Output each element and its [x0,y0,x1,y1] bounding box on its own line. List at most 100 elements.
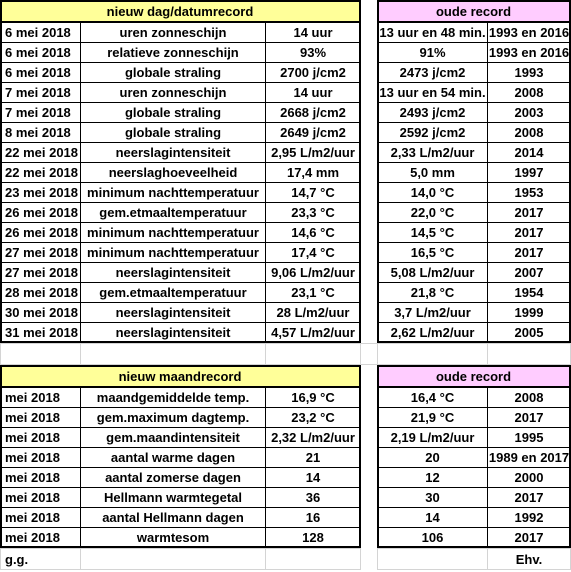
empty-cell [377,343,488,365]
new-value: 23,3 °C [265,202,361,223]
date: 6 mei 2018 [0,42,81,63]
old-year: 2017 [487,527,571,548]
parameter: gem.etmaaltemperatuur [80,202,266,223]
parameter: minimum nachttemperatuur [80,222,266,243]
parameter: neerslagintensiteit [80,302,266,323]
date: 26 mei 2018 [0,222,81,243]
new-value: 21 [265,447,361,468]
parameter: minimum nachttemperatuur [80,242,266,263]
date: mei 2018 [0,487,81,508]
old-value: 2,19 L/m2/uur [377,427,488,448]
date: 28 mei 2018 [0,282,81,303]
parameter: aantal warme dagen [80,447,266,468]
old-value: 2,33 L/m2/uur [377,142,488,163]
empty-cell [377,548,488,570]
old-year: 2003 [487,102,571,123]
old-year: 1993 [487,62,571,83]
new-value: 2700 j/cm2 [265,62,361,83]
old-value: 21,8 °C [377,282,488,303]
old-value: 14 [377,507,488,528]
old-year: 2017 [487,202,571,223]
new-value: 2,32 L/m2/uur [265,427,361,448]
old-value: 91% [377,42,488,63]
new-value: 14,7 °C [265,182,361,203]
empty-cell [0,343,81,365]
date: 22 mei 2018 [0,162,81,183]
new-value: 17,4 mm [265,162,361,183]
date: 30 mei 2018 [0,302,81,323]
new-value: 16,9 °C [265,387,361,408]
new-value: 128 [265,527,361,548]
date: mei 2018 [0,467,81,488]
old-year: 1995 [487,427,571,448]
new-value: 9,06 L/m2/uur [265,262,361,283]
parameter: warmtesom [80,527,266,548]
parameter: gem.maandintensiteit [80,427,266,448]
date: 6 mei 2018 [0,22,81,43]
old-year: 1989 en 2017 [487,447,571,468]
old-record-header: oude record [377,0,570,22]
new-value: 2668 j/cm2 [265,102,361,123]
parameter: neerslagintensiteit [80,262,266,283]
date: mei 2018 [0,407,81,428]
old-value: 5,0 mm [377,162,488,183]
old-record-header: oude record [377,365,570,387]
old-value: 16,5 °C [377,242,488,263]
old-year: 2005 [487,322,571,343]
empty-cell [360,343,378,365]
old-year: 2000 [487,467,571,488]
date: mei 2018 [0,447,81,468]
old-year: 2017 [487,487,571,508]
old-value: 30 [377,487,488,508]
old-value: 2592 j/cm2 [377,122,488,143]
old-value: 16,4 °C [377,387,488,408]
new-value: 23,1 °C [265,282,361,303]
footer-right: Ehv. [487,548,571,570]
old-year: 2017 [487,407,571,428]
old-year: 1993 en 2016 [487,22,571,43]
parameter: maandgemiddelde temp. [80,387,266,408]
old-year: 2014 [487,142,571,163]
old-year: 1992 [487,507,571,528]
new-value: 93% [265,42,361,63]
new-value: 14 [265,467,361,488]
new-value: 16 [265,507,361,528]
date: 8 mei 2018 [0,122,81,143]
date: mei 2018 [0,507,81,528]
parameter: gem.maximum dagtemp. [80,407,266,428]
parameter: neerslagintensiteit [80,322,266,343]
old-value: 14,5 °C [377,222,488,243]
old-year: 2017 [487,222,571,243]
parameter: gem.etmaaltemperatuur [80,282,266,303]
empty-cell [265,343,361,365]
old-year: 2008 [487,82,571,103]
date: 23 mei 2018 [0,182,81,203]
new-value: 14,6 °C [265,222,361,243]
old-value: 2473 j/cm2 [377,62,488,83]
old-year: 1954 [487,282,571,303]
new-value: 14 uur [265,82,361,103]
old-value: 2493 j/cm2 [377,102,488,123]
new-value: 36 [265,487,361,508]
empty-cell [80,548,266,570]
old-value: 14,0 °C [377,182,488,203]
date: 27 mei 2018 [0,262,81,283]
old-value: 13 uur en 54 min. [377,82,488,103]
old-year: 1993 en 2016 [487,42,571,63]
parameter: globale straling [80,122,266,143]
parameter: globale straling [80,62,266,83]
old-value: 12 [377,467,488,488]
date: 22 mei 2018 [0,142,81,163]
old-value: 2,62 L/m2/uur [377,322,488,343]
new-value: 28 L/m2/uur [265,302,361,323]
new-value: 2,95 L/m2/uur [265,142,361,163]
parameter: uren zonneschijn [80,22,266,43]
parameter: minimum nachttemperatuur [80,182,266,203]
new-value: 23,2 °C [265,407,361,428]
empty-cell [487,343,571,365]
parameter: globale straling [80,102,266,123]
parameter: aantal Hellmann dagen [80,507,266,528]
new-value: 14 uur [265,22,361,43]
parameter: relatieve zonneschijn [80,42,266,63]
